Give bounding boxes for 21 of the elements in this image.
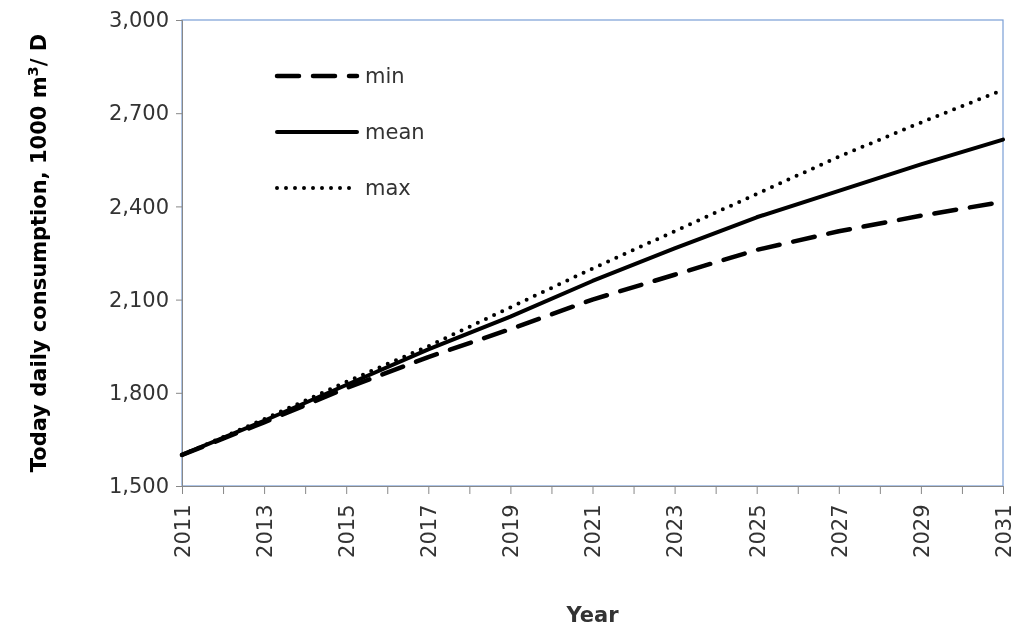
x-tick-label: 2017	[417, 504, 442, 558]
x-tick-label: 2021	[581, 504, 606, 558]
y-tick-label: 1,500	[108, 474, 169, 499]
x-tick-label: 2023	[663, 504, 688, 558]
x-tick-label: 2013	[252, 504, 277, 558]
x-tick-label: 2015	[335, 504, 360, 558]
y-tick-label: 2,700	[108, 101, 169, 126]
x-tick-label: 2011	[170, 504, 195, 558]
x-tick-label: 2019	[499, 504, 524, 558]
y-tick-label: 3,000	[108, 8, 169, 33]
x-axis-title: Year	[565, 603, 620, 627]
y-tick-label: 2,100	[108, 287, 169, 312]
legend-label: mean	[365, 120, 425, 145]
y-tick-label: 1,800	[108, 381, 169, 406]
x-tick-label: 2031	[991, 504, 1016, 558]
x-tick-label: 2029	[909, 504, 934, 558]
legend-label: max	[365, 176, 411, 201]
y-tick-label: 2,400	[108, 194, 169, 219]
legend-label: min	[365, 64, 405, 89]
x-tick-label: 2027	[827, 504, 852, 558]
x-tick-label: 2025	[745, 504, 770, 558]
